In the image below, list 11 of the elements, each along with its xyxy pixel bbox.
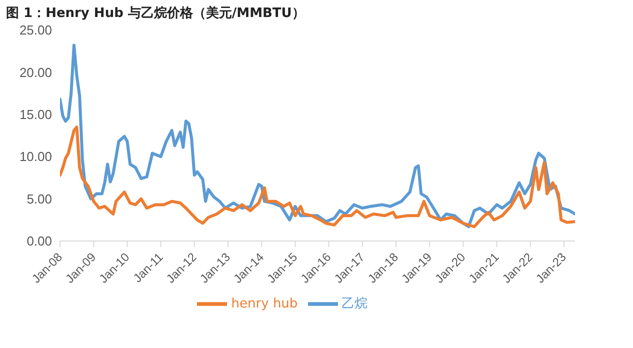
y-tick-label: 20.00 <box>19 64 52 80</box>
line-series <box>60 44 575 228</box>
legend-label: 乙烷 <box>342 296 368 312</box>
legend-label: henry hub <box>231 296 298 312</box>
y-tick-label: 0.00 <box>26 234 52 249</box>
line-series <box>60 126 575 228</box>
y-tick-label: 15.00 <box>19 107 52 122</box>
y-tick-label: 25.00 <box>19 22 52 38</box>
y-tick-label: 10.00 <box>19 149 52 164</box>
chart-title: 图 1：Henry Hub 与乙烷价格（美元/MMBTU） <box>6 4 305 22</box>
y-tick-label: 5.00 <box>26 191 52 206</box>
